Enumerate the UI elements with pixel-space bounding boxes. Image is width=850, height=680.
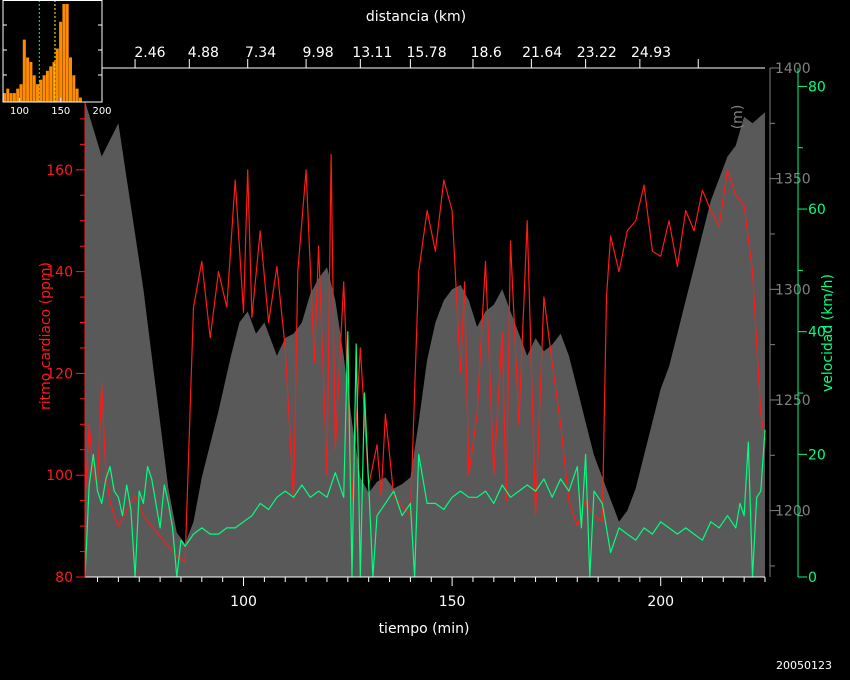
altitude-tick-label: 1250 <box>775 393 811 409</box>
histogram-bar <box>69 57 72 102</box>
histogram-bar <box>29 61 33 102</box>
top-tick-label: 7.34 <box>245 45 276 61</box>
top-tick-label: 2.46 <box>134 45 165 61</box>
speed-tick-label: 0 <box>808 570 817 586</box>
histogram-bar <box>59 21 63 102</box>
date-stamp: 20050123 <box>776 659 832 672</box>
histogram-bar <box>36 84 39 102</box>
speed-tick-label: 20 <box>808 447 826 463</box>
histogram-bar <box>72 75 76 102</box>
speed-tick-label: 60 <box>808 202 826 218</box>
x-tick-label: 200 <box>647 594 674 610</box>
altitude-tick-label: 1350 <box>775 172 811 188</box>
top-axis-label: distancia (km) <box>366 9 466 25</box>
altitude-tick-label: 1300 <box>775 282 811 298</box>
heart-rate-tick-label: 80 <box>55 570 73 586</box>
top-tick-label: 4.88 <box>188 45 219 61</box>
histogram-bar <box>3 93 6 102</box>
histogram-bar <box>42 75 46 102</box>
speed-line <box>84 331 766 578</box>
speed-tick-label: 40 <box>808 325 826 341</box>
top-tick-label: 24.93 <box>631 45 671 61</box>
heart-rate-line <box>84 153 766 563</box>
altitude-area <box>85 101 765 577</box>
histogram-bar <box>78 97 82 102</box>
histogram-bar <box>75 88 79 102</box>
histogram-bar <box>45 70 49 102</box>
speed-tick-label: 80 <box>808 79 826 95</box>
x-tick-label: 100 <box>230 594 257 610</box>
histogram-bar <box>52 61 56 102</box>
speed-series <box>84 331 766 578</box>
histogram-tick-label: 150 <box>51 106 70 117</box>
altitude-tick-label: 1400 <box>775 61 811 77</box>
top-tick-label: 9.98 <box>303 45 334 61</box>
histogram-bar <box>26 57 30 102</box>
histogram-bar <box>32 75 36 102</box>
histogram-bar <box>12 93 16 102</box>
histogram-bar <box>19 84 23 102</box>
x-tick-label: 150 <box>439 594 466 610</box>
heart-rate-series <box>84 153 766 563</box>
altitude-area-path <box>85 101 765 577</box>
altitude-axis-label: (m) <box>730 105 746 130</box>
histogram-bar <box>65 4 69 102</box>
heart-rate-tick-label: 140 <box>46 265 73 281</box>
altitude-tick-label: 1200 <box>775 504 811 520</box>
histogram-bar <box>39 79 43 102</box>
histogram-tick-label: 200 <box>92 106 111 117</box>
histogram-bar <box>16 88 20 102</box>
top-tick-label: 13.11 <box>352 45 392 61</box>
top-tick-label: 23.22 <box>577 45 617 61</box>
heart-rate-tick-label: 100 <box>46 468 73 484</box>
histogram-bar <box>62 4 66 102</box>
histogram-bar <box>22 39 26 102</box>
top-tick-label: 15.78 <box>407 45 447 61</box>
heart-rate-tick-label: 120 <box>46 366 73 382</box>
x-axis-label: tiempo (min) <box>379 621 470 637</box>
speed-axis-label: velocidad (km/h) <box>820 274 836 392</box>
histogram-bar <box>55 48 59 102</box>
histogram-frame <box>2 0 103 103</box>
heart-rate-axis-label: ritmo cardiaco (ppm) <box>38 262 54 410</box>
top-tick-label: 21.64 <box>522 45 562 61</box>
top-tick-label: 18.6 <box>471 45 502 61</box>
histogram-tick-label: 100 <box>10 106 29 117</box>
heart-rate-histogram: 100 150 200 <box>2 0 112 117</box>
histogram-bar <box>6 88 10 102</box>
heart-rate-tick-label: 160 <box>46 163 73 179</box>
histogram-bar <box>49 66 53 102</box>
histogram-bar <box>9 93 13 102</box>
